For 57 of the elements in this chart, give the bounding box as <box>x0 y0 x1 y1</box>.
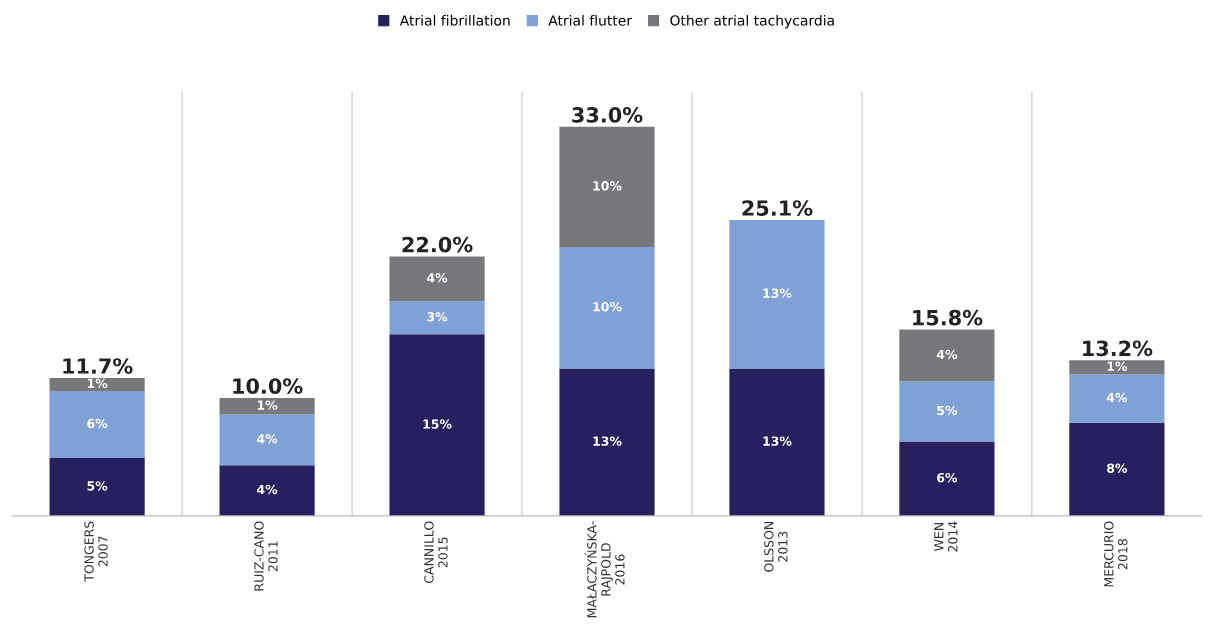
bar <box>1069 360 1165 375</box>
total-label: 15.8% <box>913 309 983 326</box>
x-tick-label: CANNILLO 2015 <box>424 521 448 584</box>
data-label: 4% <box>426 273 448 283</box>
bar <box>219 465 315 516</box>
total-label: 33.0% <box>572 107 643 123</box>
data-label: 5% <box>87 481 108 491</box>
data-label: 10% <box>593 301 622 312</box>
bar <box>899 329 995 382</box>
total-label: 13.2% <box>1083 340 1153 357</box>
legend-label: Atrial flutter <box>548 14 633 26</box>
bar <box>559 368 655 516</box>
x-tick-label: MAŁACZYŃSKA- RAJPOLD 2016 <box>584 521 625 618</box>
total-label: 10.0% <box>233 378 303 394</box>
data-label: 13% <box>593 436 622 446</box>
data-label: 5% <box>937 405 958 416</box>
legend-label: Atrial fibrillation <box>399 14 510 26</box>
bar <box>219 397 315 415</box>
data-label: 4% <box>936 349 958 360</box>
bar <box>729 368 825 516</box>
bar <box>1069 374 1165 423</box>
total-label: 22.0% <box>402 236 473 253</box>
bar <box>389 256 485 302</box>
bar <box>219 414 315 466</box>
bar <box>899 381 995 442</box>
data-label: 10% <box>593 181 622 191</box>
bar <box>559 247 655 369</box>
data-label: 15% <box>423 419 452 429</box>
data-label: 3% <box>427 311 448 322</box>
data-label: 13% <box>763 436 792 446</box>
data-label: 4% <box>257 434 278 444</box>
x-tick-label: MERCURIO 2018 <box>1104 521 1128 587</box>
data-label: 1% <box>1107 361 1128 371</box>
x-tick-label: RUIZ-CANO 2011 <box>254 521 278 591</box>
bar <box>1069 422 1165 516</box>
bar <box>49 390 145 459</box>
data-label: 6% <box>937 472 958 483</box>
total-label: 11.7% <box>63 358 133 374</box>
bar <box>389 301 485 335</box>
data-label: 1% <box>87 378 108 389</box>
data-label: 6% <box>87 418 108 429</box>
bar <box>899 441 995 516</box>
bar <box>49 377 145 391</box>
x-tick-label: WEN 2014 <box>934 521 958 552</box>
bar <box>389 334 485 516</box>
data-label: 4% <box>257 484 278 495</box>
data-label: 4% <box>1106 392 1128 403</box>
legend-label: Other atrial tachycardia <box>670 14 834 29</box>
data-label: 8% <box>1107 463 1128 473</box>
bar <box>559 126 655 248</box>
x-tick-label: OLSSON 2013 <box>764 521 788 572</box>
bar <box>49 458 145 516</box>
total-label: 25.1% <box>742 200 813 216</box>
data-label: 1% <box>257 400 278 410</box>
x-tick-label: TONGERS 2007 <box>84 521 108 582</box>
data-label: 13% <box>763 288 792 298</box>
bar <box>729 219 825 369</box>
